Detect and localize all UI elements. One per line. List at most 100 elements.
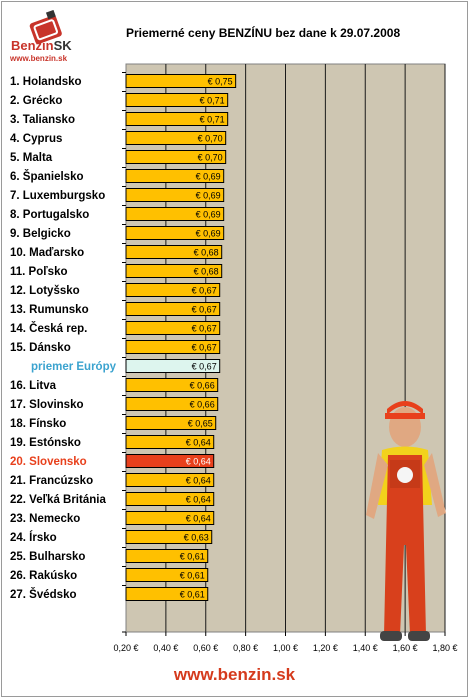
x-tick-label: 0,80 € bbox=[233, 643, 258, 653]
category-label: 26. Rakúsko bbox=[10, 570, 77, 582]
x-tick-label: 0,40 € bbox=[153, 643, 178, 653]
bar bbox=[125, 93, 229, 107]
bar bbox=[125, 511, 215, 525]
x-tick-label: 0,60 € bbox=[193, 643, 218, 653]
mechanic-mascot-image bbox=[366, 401, 446, 641]
benzin-logo[interactable] bbox=[8, 9, 88, 70]
bar bbox=[125, 226, 225, 240]
logo-url[interactable]: www.benzin.sk bbox=[10, 54, 68, 63]
logo-name: Benzin bbox=[11, 38, 54, 53]
x-tick-label: 1,80 € bbox=[432, 643, 457, 653]
bar bbox=[125, 568, 209, 582]
bar bbox=[125, 492, 215, 506]
logo-text: BenzinSK bbox=[11, 38, 72, 53]
bar-value-label: € 0,65 bbox=[188, 419, 213, 429]
category-label: 25. Bulharsko bbox=[10, 551, 85, 563]
category-label: 12. Lotyšsko bbox=[10, 285, 80, 297]
bar bbox=[125, 416, 217, 430]
category-label: 15. Dánsko bbox=[10, 342, 71, 354]
category-label: 24. Írsko bbox=[10, 531, 57, 544]
bar-value-label: € 0,61 bbox=[180, 590, 205, 600]
chart-title: Priemerné ceny BENZÍNU bez dane k 29.07.… bbox=[126, 26, 401, 40]
bar-value-label: € 0,68 bbox=[194, 248, 219, 258]
bar-value-label: € 0,68 bbox=[194, 267, 219, 277]
bar-value-label: € 0,63 bbox=[184, 533, 209, 543]
category-label: 21. Francúzsko bbox=[10, 475, 93, 487]
category-label: 4. Cyprus bbox=[10, 133, 62, 145]
category-label: 17. Slovinsko bbox=[10, 399, 84, 411]
fuel-can-icon bbox=[29, 9, 62, 45]
bar bbox=[125, 587, 209, 601]
category-label: 11. Poľsko bbox=[10, 266, 68, 278]
category-label: 3. Taliansko bbox=[10, 114, 75, 126]
bar-value-label: € 0,64 bbox=[186, 457, 211, 467]
category-label: 9. Belgicko bbox=[10, 228, 71, 240]
bar bbox=[125, 530, 213, 544]
bar-value-label: € 0,67 bbox=[192, 305, 217, 315]
category-label: priemer Európy bbox=[31, 361, 117, 373]
bar bbox=[125, 245, 223, 259]
bar bbox=[125, 435, 215, 449]
bar bbox=[125, 378, 219, 392]
category-label: 18. Fínsko bbox=[10, 418, 66, 430]
category-label: 2. Grécko bbox=[10, 95, 62, 107]
bar bbox=[125, 188, 225, 202]
category-label: 20. Slovensko bbox=[10, 456, 87, 468]
x-tick-label: 0,20 € bbox=[113, 643, 138, 653]
bar bbox=[125, 169, 225, 183]
bar bbox=[125, 207, 225, 221]
x-tick-label: 1,00 € bbox=[273, 643, 298, 653]
category-label: 23. Nemecko bbox=[10, 513, 80, 525]
bar-value-label: € 0,61 bbox=[180, 571, 205, 581]
bar-value-label: € 0,66 bbox=[190, 400, 215, 410]
bar bbox=[125, 473, 215, 487]
bar-value-label: € 0,69 bbox=[196, 191, 221, 201]
category-label: 16. Litva bbox=[10, 380, 57, 392]
x-tick-label: 1,20 € bbox=[313, 643, 338, 653]
bar bbox=[125, 340, 221, 354]
bar-value-label: € 0,71 bbox=[200, 115, 225, 125]
bar-value-label: € 0,71 bbox=[200, 96, 225, 106]
bar-value-label: € 0,69 bbox=[196, 210, 221, 220]
bar-value-label: € 0,66 bbox=[190, 381, 215, 391]
bar-value-label: € 0,70 bbox=[198, 134, 223, 144]
category-label: 14. Česká rep. bbox=[10, 322, 87, 335]
bar bbox=[125, 283, 221, 297]
bar-value-label: € 0,64 bbox=[186, 495, 211, 505]
bar bbox=[125, 112, 229, 126]
bar-value-label: € 0,61 bbox=[180, 552, 205, 562]
bar-value-label: € 0,67 bbox=[192, 286, 217, 296]
bar bbox=[125, 264, 223, 278]
bar bbox=[125, 74, 237, 88]
category-label: 7. Luxemburgsko bbox=[10, 190, 105, 202]
bar bbox=[125, 549, 209, 563]
bar bbox=[125, 454, 215, 468]
bar-value-label: € 0,69 bbox=[196, 172, 221, 182]
category-label: 22. Veľká Británia bbox=[10, 494, 106, 506]
bar-value-label: € 0,75 bbox=[208, 77, 233, 87]
bar-value-label: € 0,64 bbox=[186, 438, 211, 448]
x-tick-label: 1,60 € bbox=[393, 643, 418, 653]
bar bbox=[125, 321, 221, 335]
bar-value-label: € 0,64 bbox=[186, 476, 211, 486]
bar bbox=[125, 359, 221, 373]
category-label: 8. Portugalsko bbox=[10, 209, 89, 221]
category-label: 6. Španielsko bbox=[10, 170, 84, 183]
x-tick-label: 1,40 € bbox=[353, 643, 378, 653]
category-label: 27. Švédsko bbox=[10, 588, 76, 601]
category-label: 19. Estónsko bbox=[10, 437, 81, 449]
bar-value-label: € 0,70 bbox=[198, 153, 223, 163]
category-label: 5. Malta bbox=[10, 152, 53, 164]
bar-value-label: € 0,67 bbox=[192, 324, 217, 334]
logo-suffix: SK bbox=[53, 38, 72, 53]
bar-value-label: € 0,69 bbox=[196, 229, 221, 239]
footer-url[interactable]: www.benzin.sk bbox=[173, 665, 296, 684]
bar bbox=[125, 150, 227, 164]
bar-value-label: € 0,67 bbox=[192, 343, 217, 353]
bar-value-label: € 0,64 bbox=[186, 514, 211, 524]
category-label: 10. Maďarsko bbox=[10, 247, 84, 259]
bar bbox=[125, 397, 219, 411]
bar bbox=[125, 131, 227, 145]
